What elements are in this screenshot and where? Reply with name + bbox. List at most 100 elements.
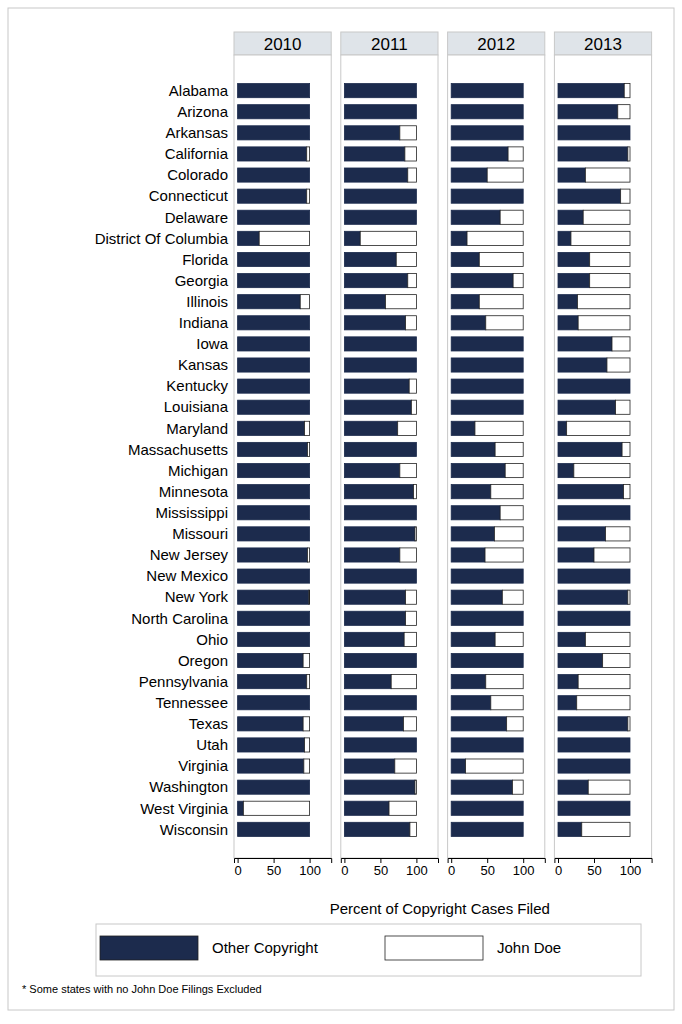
bar-segment (400, 548, 417, 562)
bar-segment (344, 801, 389, 815)
bar-segment (391, 675, 416, 689)
x-tick: 100 (406, 858, 428, 878)
bar-segment (451, 675, 486, 689)
x-tick-label: 100 (299, 863, 321, 878)
bar-segment (409, 379, 416, 393)
bar-segment (451, 569, 523, 583)
bar-segment (582, 822, 630, 836)
bar-segment (309, 126, 310, 140)
legend-swatch (100, 936, 198, 960)
bar-segment (558, 485, 624, 499)
bar-segment (558, 295, 577, 309)
x-tick: 50 (267, 858, 281, 878)
bar-segment (238, 337, 310, 351)
bar-segment (558, 274, 590, 288)
bar-segment (309, 527, 310, 541)
bar-segment (495, 442, 523, 456)
bar-segment (307, 189, 310, 203)
bar-segment (309, 485, 310, 499)
bar-segment (411, 400, 416, 414)
bar-segment (451, 527, 494, 541)
bar-segment (558, 147, 628, 161)
bar-segment (408, 168, 417, 182)
bar-segment (577, 295, 630, 309)
y-tick-label: New York (165, 588, 229, 605)
bar-segment (558, 822, 582, 836)
y-tick-label: Iowa (196, 335, 228, 352)
bar-segment (558, 548, 594, 562)
bar-segment (309, 780, 310, 794)
panel-header (448, 32, 545, 55)
bar-segment (309, 274, 310, 288)
panel-header (341, 32, 438, 55)
bar-segment (590, 274, 630, 288)
bar-segment (238, 189, 307, 203)
bar-segment (385, 295, 416, 309)
x-axis: 050100 (448, 858, 545, 878)
bar-segment (405, 147, 417, 161)
bar-segment (500, 210, 523, 224)
bar-segment (400, 126, 417, 140)
y-tick-label: Louisiana (164, 398, 229, 415)
bar-segment (558, 801, 630, 815)
bar-segment (344, 168, 407, 182)
bar-segment (344, 231, 360, 245)
bar-segment (558, 168, 585, 182)
y-tick-label: Massachusetts (128, 441, 228, 458)
y-tick-label: Missouri (172, 525, 228, 542)
y-tick-label: Illinois (186, 293, 228, 310)
x-axis: 0 50 100 (555, 858, 652, 878)
bar-segment (309, 632, 310, 646)
bar-segment (487, 168, 523, 182)
bar-segment (344, 400, 411, 414)
bar-segment (344, 337, 416, 351)
bar-segment (558, 358, 607, 372)
bar-segment (603, 653, 630, 667)
y-tick-label: Florida (182, 251, 229, 268)
bar-segment (451, 611, 523, 625)
panel-header (234, 32, 331, 55)
x-tick: 50 (587, 858, 601, 878)
x-tick: 100 (299, 858, 321, 878)
bar-segment (238, 801, 244, 815)
x-tick-label: 50 (267, 863, 281, 878)
bars (238, 84, 310, 837)
bar-segment (307, 147, 310, 161)
bar-segment (238, 316, 310, 330)
bar-segment (558, 590, 628, 604)
bar-segment (238, 379, 310, 393)
panel-header (554, 32, 651, 55)
bar-segment (238, 822, 310, 836)
bar-segment (309, 400, 310, 414)
bar-segment (451, 105, 523, 119)
x-tick-label: 0 (555, 863, 562, 878)
bar-segment (558, 421, 567, 435)
bar-segment (451, 379, 523, 393)
bar-segment (416, 442, 417, 456)
bar-segment (344, 696, 416, 710)
bar-segment (523, 126, 524, 140)
panel-title: 2011 (371, 35, 408, 54)
panel-title: 2010 (264, 35, 302, 54)
bar-segment (238, 759, 304, 773)
y-tick-label: Oregon (178, 652, 228, 669)
bar-segment (344, 252, 396, 266)
x-axis-title: Percent of Copyright Cases Filed (330, 900, 550, 917)
bar-segment (486, 316, 523, 330)
x-tick-label: 100 (620, 863, 642, 878)
bar-segment (389, 801, 416, 815)
bar-segment (624, 485, 630, 499)
bar-segment (567, 421, 630, 435)
bar-segment (523, 189, 524, 203)
bar-segment (305, 738, 310, 752)
y-tick-label: Arkansas (165, 124, 228, 141)
bar-segment (451, 84, 523, 98)
bar-segment (307, 675, 310, 689)
y-tick-label: Virginia (178, 757, 228, 774)
bar-segment (309, 316, 310, 330)
bar-segment (344, 421, 397, 435)
bar-segment (303, 717, 309, 731)
bar-segment (558, 337, 612, 351)
bar-segment (512, 780, 523, 794)
x-axis: 050100 (234, 858, 331, 878)
